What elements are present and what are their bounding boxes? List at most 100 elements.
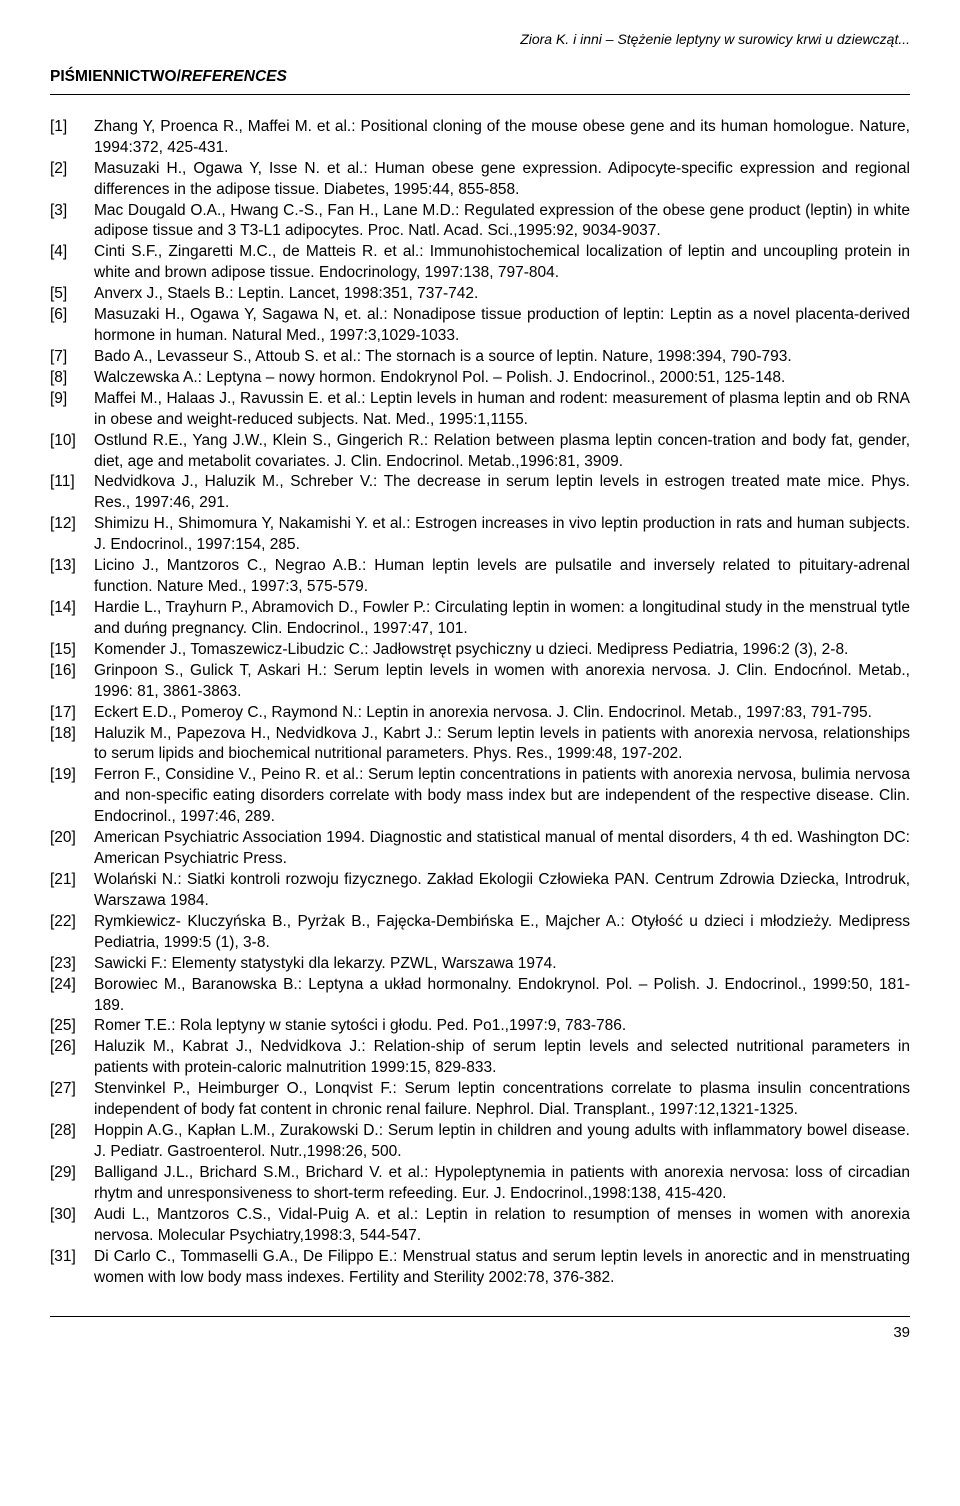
reference-item: [29]Balligand J.L., Brichard S.M., Brich… [50,1163,910,1205]
reference-text: Mac Dougald O.A., Hwang C.-S., Fan H., L… [94,201,910,243]
reference-number: [17] [50,703,94,724]
running-head: Ziora K. i inni – Stężenie leptyny w sur… [50,30,910,49]
reference-item: [26]Haluzik M., Kabrat J., Nedvidkova J.… [50,1037,910,1079]
reference-item: [30]Audi L., Mantzoros C.S., Vidal-Puig … [50,1205,910,1247]
reference-text: Sawicki F.: Elementy statystyki dla leka… [94,954,910,975]
reference-text: Cinti S.F., Zingaretti M.C., de Matteis … [94,242,910,284]
reference-text: Ferron F., Considine V., Peino R. et al.… [94,765,910,828]
reference-text: Audi L., Mantzoros C.S., Vidal-Puig A. e… [94,1205,910,1247]
reference-text: Hardie L., Trayhurn P., Abramovich D., F… [94,598,910,640]
reference-item: [21]Wolański N.: Siatki kontroli rozwoju… [50,870,910,912]
reference-item: [20]American Psychiatric Association 199… [50,828,910,870]
reference-text: Zhang Y, Proenca R., Maffei M. et al.: P… [94,117,910,159]
reference-item: [6]Masuzaki H., Ogawa Y, Sagawa N, et. a… [50,305,910,347]
reference-number: [5] [50,284,94,305]
reference-text: Licino J., Mantzoros C., Negrao A.B.: Hu… [94,556,910,598]
reference-number: [3] [50,201,94,243]
reference-item: [25]Romer T.E.: Rola leptyny w stanie sy… [50,1016,910,1037]
reference-number: [16] [50,661,94,703]
reference-text: Di Carlo C., Tommaselli G.A., De Filippo… [94,1247,910,1289]
reference-number: [18] [50,724,94,766]
reference-number: [9] [50,389,94,431]
reference-number: [1] [50,117,94,159]
reference-number: [28] [50,1121,94,1163]
reference-item: [7]Bado A., Levasseur S., Attoub S. et a… [50,347,910,368]
references-heading-main: PIŚMIENNICTWO/ [50,68,181,85]
reference-text: Masuzaki H., Ogawa Y, Sagawa N, et. al.:… [94,305,910,347]
reference-text: Haluzik M., Kabrat J., Nedvidkova J.: Re… [94,1037,910,1079]
reference-text: Grinpoon S., Gulick T, Askari H.: Serum … [94,661,910,703]
reference-number: [4] [50,242,94,284]
reference-text: Ostlund R.E., Yang J.W., Klein S., Ginge… [94,431,910,473]
reference-number: [13] [50,556,94,598]
reference-number: [10] [50,431,94,473]
reference-text: Walczewska A.: Leptyna – nowy hormon. En… [94,368,910,389]
reference-text: Bado A., Levasseur S., Attoub S. et al.:… [94,347,910,368]
references-heading: PIŚMIENNICTWO/REFERENCES [50,67,910,88]
reference-number: [14] [50,598,94,640]
reference-item: [17]Eckert E.D., Pomeroy C., Raymond N.:… [50,703,910,724]
reference-number: [20] [50,828,94,870]
reference-text: Wolański N.: Siatki kontroli rozwoju fiz… [94,870,910,912]
reference-item: [12]Shimizu H., Shimomura Y, Nakamishi Y… [50,514,910,556]
reference-text: Romer T.E.: Rola leptyny w stanie sytośc… [94,1016,910,1037]
reference-number: [27] [50,1079,94,1121]
reference-text: Komender J., Tomaszewicz-Libudzic C.: Ja… [94,640,910,661]
reference-item: [23]Sawicki F.: Elementy statystyki dla … [50,954,910,975]
reference-number: [7] [50,347,94,368]
reference-item: [19]Ferron F., Considine V., Peino R. et… [50,765,910,828]
page-number: 39 [50,1316,910,1343]
reference-item: [14]Hardie L., Trayhurn P., Abramovich D… [50,598,910,640]
reference-number: [26] [50,1037,94,1079]
reference-text: Maffei M., Halaas J., Ravussin E. et al.… [94,389,910,431]
reference-number: [22] [50,912,94,954]
reference-item: [9]Maffei M., Halaas J., Ravussin E. et … [50,389,910,431]
reference-item: [11]Nedvidkova J., Haluzik M., Schreber … [50,472,910,514]
reference-item: [15]Komender J., Tomaszewicz-Libudzic C.… [50,640,910,661]
reference-text: Nedvidkova J., Haluzik M., Schreber V.: … [94,472,910,514]
reference-number: [8] [50,368,94,389]
reference-number: [2] [50,159,94,201]
reference-item: [10]Ostlund R.E., Yang J.W., Klein S., G… [50,431,910,473]
reference-number: [24] [50,975,94,1017]
references-list: [1]Zhang Y, Proenca R., Maffei M. et al.… [50,117,910,1289]
reference-text: Eckert E.D., Pomeroy C., Raymond N.: Lep… [94,703,910,724]
reference-number: [12] [50,514,94,556]
reference-text: Borowiec M., Baranowska B.: Leptyna a uk… [94,975,910,1017]
reference-item: [2]Masuzaki H., Ogawa Y, Isse N. et al.:… [50,159,910,201]
reference-text: Shimizu H., Shimomura Y, Nakamishi Y. et… [94,514,910,556]
reference-number: [25] [50,1016,94,1037]
reference-text: Masuzaki H., Ogawa Y, Isse N. et al.: Hu… [94,159,910,201]
reference-item: [8]Walczewska A.: Leptyna – nowy hormon.… [50,368,910,389]
reference-item: [22]Rymkiewicz- Kluczyńska B., Pyrżak B.… [50,912,910,954]
reference-text: Haluzik M., Papezova H., Nedvidkova J., … [94,724,910,766]
reference-item: [27]Stenvinkel P., Heimburger O., Lonqvi… [50,1079,910,1121]
reference-item: [13]Licino J., Mantzoros C., Negrao A.B.… [50,556,910,598]
divider [50,94,910,95]
reference-text: Stenvinkel P., Heimburger O., Lonqvist F… [94,1079,910,1121]
reference-text: Anverx J., Staels B.: Leptin. Lancet, 19… [94,284,910,305]
reference-item: [3]Mac Dougald O.A., Hwang C.-S., Fan H.… [50,201,910,243]
reference-number: [6] [50,305,94,347]
reference-number: [21] [50,870,94,912]
reference-item: [16]Grinpoon S., Gulick T, Askari H.: Se… [50,661,910,703]
reference-item: [18]Haluzik M., Papezova H., Nedvidkova … [50,724,910,766]
reference-item: [28]Hoppin A.G., Kapłan L.M., Zurakowski… [50,1121,910,1163]
reference-item: [4]Cinti S.F., Zingaretti M.C., de Matte… [50,242,910,284]
reference-number: [19] [50,765,94,828]
reference-number: [15] [50,640,94,661]
reference-number: [30] [50,1205,94,1247]
reference-item: [24]Borowiec M., Baranowska B.: Leptyna … [50,975,910,1017]
reference-text: Rymkiewicz- Kluczyńska B., Pyrżak B., Fa… [94,912,910,954]
reference-number: [29] [50,1163,94,1205]
reference-text: Balligand J.L., Brichard S.M., Brichard … [94,1163,910,1205]
reference-number: [31] [50,1247,94,1289]
reference-item: [1]Zhang Y, Proenca R., Maffei M. et al.… [50,117,910,159]
reference-item: [5]Anverx J., Staels B.: Leptin. Lancet,… [50,284,910,305]
reference-number: [23] [50,954,94,975]
references-heading-em: REFERENCES [181,68,287,85]
reference-item: [31]Di Carlo C., Tommaselli G.A., De Fil… [50,1247,910,1289]
reference-text: American Psychiatric Association 1994. D… [94,828,910,870]
reference-text: Hoppin A.G., Kapłan L.M., Zurakowski D.:… [94,1121,910,1163]
reference-number: [11] [50,472,94,514]
